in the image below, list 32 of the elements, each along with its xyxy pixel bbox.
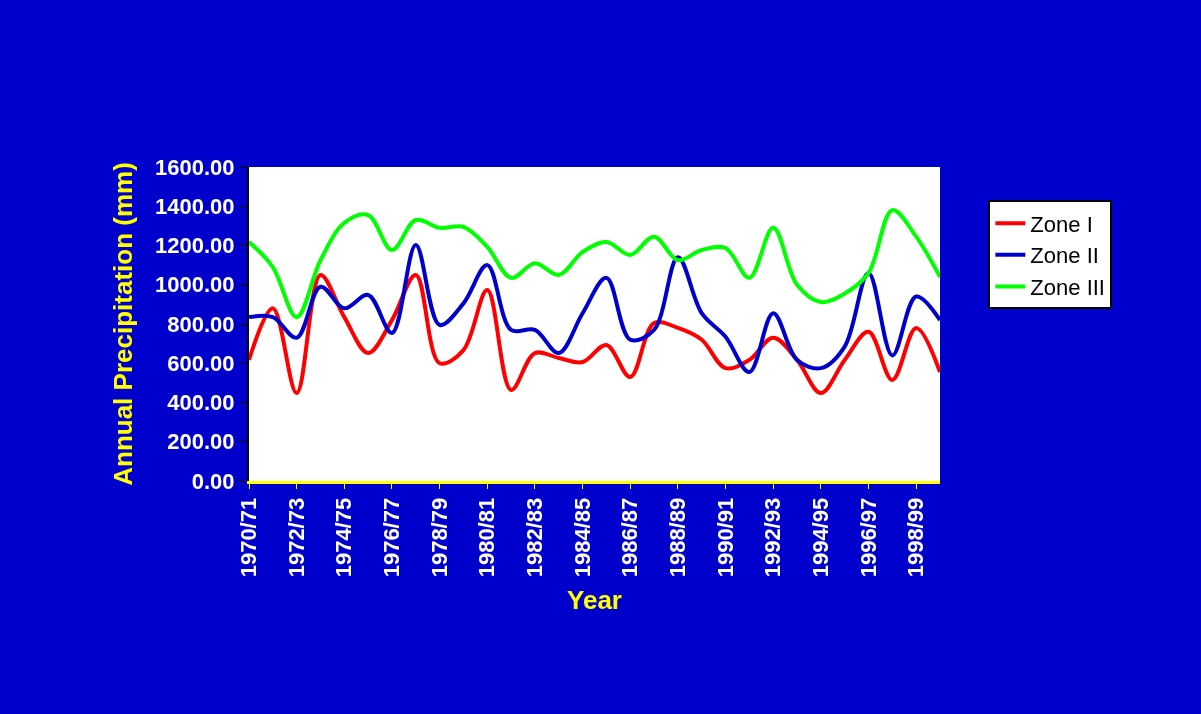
y-tick-label: 1600.00: [155, 154, 235, 180]
y-tick-label: 200.00: [167, 429, 235, 455]
y-tick-label: 800.00: [167, 311, 235, 337]
x-tick-label: 1978/79: [426, 497, 452, 578]
y-tick-label: 600.00: [167, 350, 235, 376]
x-tick-label: 1972/73: [283, 497, 309, 578]
line-series: [249, 272, 940, 396]
line-series: [249, 208, 940, 320]
x-tick-label: 1998/99: [903, 497, 929, 578]
y-tick-label: 1200.00: [155, 233, 235, 259]
x-tick-label: 1990/91: [712, 497, 738, 578]
x-tick-label: 1988/89: [665, 497, 691, 578]
y-tick-label: 1000.00: [155, 272, 235, 298]
legend-label: Zone I: [1030, 211, 1093, 237]
x-tick-label: 1980/81: [474, 497, 500, 578]
x-tick-label: 1982/83: [522, 497, 548, 578]
x-tick-label: 1986/87: [617, 497, 643, 578]
x-tick-label: 1996/97: [855, 497, 881, 578]
x-tick-label: 1976/77: [379, 497, 405, 578]
x-tick-label: 1984/85: [569, 497, 595, 578]
legend-label: Zone III: [1030, 275, 1105, 300]
y-tick-label: 400.00: [167, 390, 235, 416]
x-tick-label: 1970/71: [236, 497, 262, 578]
y-tick-label: 1400.00: [155, 193, 235, 219]
legend-label: Zone II: [1030, 243, 1099, 269]
y-tick-label: 0.00: [191, 468, 235, 494]
line-series: [249, 243, 940, 375]
x-tick-label: 1992/93: [760, 497, 786, 578]
y-axis-title: Annual Precipitation (mm): [107, 162, 138, 486]
x-tick-label: 1994/95: [808, 497, 834, 578]
x-tick-label: 1974/75: [331, 497, 357, 578]
x-axis-title: Year: [567, 585, 622, 616]
